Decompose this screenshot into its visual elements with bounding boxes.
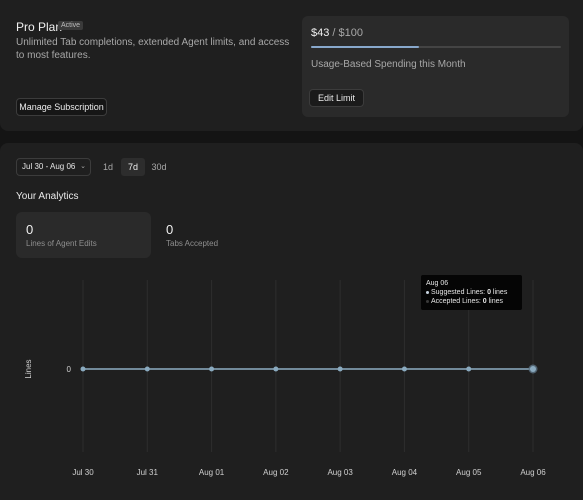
x-tick-label: Aug 04: [392, 468, 418, 477]
tab-1d[interactable]: 1d: [102, 162, 113, 172]
spending-current: $43: [311, 27, 330, 39]
data-point: [401, 366, 407, 372]
x-tick-label: Aug 02: [263, 468, 289, 477]
tooltip-label: Suggested Lines:: [431, 289, 486, 296]
tab-30d[interactable]: 30d: [151, 162, 167, 172]
data-point: [80, 366, 86, 372]
plan-card: Pro Plan Active Unlimited Tab completion…: [0, 0, 583, 131]
date-range-value: Jul 30 - Aug 06: [22, 162, 76, 171]
tooltip-label: Accepted Lines:: [431, 298, 481, 305]
data-point: [337, 366, 343, 372]
spending-progress-fill: [311, 46, 419, 48]
data-point: [530, 366, 536, 372]
y-axis-label: Lines: [24, 359, 33, 378]
data-point: [466, 366, 472, 372]
stat-value: 0: [166, 222, 174, 237]
spending-label: Usage-Based Spending this Month: [311, 59, 466, 70]
plan-description: Unlimited Tab completions, extended Agen…: [16, 37, 290, 61]
tooltip-value: 0: [482, 298, 487, 305]
x-tick-label: Aug 03: [327, 468, 353, 477]
series-dot-icon: [426, 290, 429, 294]
y-tick-label: 0: [67, 365, 72, 374]
spending-progress-bar: [311, 46, 561, 48]
x-tick-label: Jul 31: [137, 468, 159, 477]
spending-card: $43 / $100 Usage-Based Spending this Mon…: [302, 16, 569, 117]
tooltip-unit: lines: [488, 298, 504, 305]
data-point: [144, 366, 150, 372]
tooltip-value: 0: [487, 289, 491, 296]
plan-title: Pro Plan: [16, 20, 63, 34]
spending-separator: /: [329, 27, 339, 39]
tab-7d[interactable]: 7d: [121, 158, 145, 176]
chevron-down-icon: ⌄: [80, 163, 86, 170]
x-tick-label: Aug 05: [456, 468, 482, 477]
x-tick-label: Jul 30: [72, 468, 94, 477]
x-tick-label: Aug 01: [199, 468, 225, 477]
tooltip-unit: lines: [492, 289, 508, 296]
data-point: [273, 366, 279, 372]
stat-tabs-accepted[interactable]: 0 Tabs Accepted: [156, 212, 291, 258]
usage-line-chart: Lines 0 Jul 30 Jul 31 Aug 01 Aug 02 Aug 03 Aug …: [24, 280, 546, 477]
spending-amount: $43 / $100: [311, 27, 363, 39]
stat-agent-edits[interactable]: 0 Lines of Agent Edits: [16, 212, 151, 258]
tooltip-date: Aug 06: [426, 280, 449, 287]
x-tick-label: Aug 06: [520, 468, 546, 477]
chart-tooltip: Aug 06 Suggested Lines: 0 lines Accepted…: [421, 275, 522, 310]
data-point: [209, 366, 215, 372]
spending-limit: $100: [338, 27, 364, 39]
analytics-card: [0, 143, 583, 500]
series-dot-icon: [426, 299, 429, 303]
tooltip-row-suggested: Suggested Lines: 0 lines: [426, 288, 517, 297]
date-range-select[interactable]: Jul 30 - Aug 06 ⌄: [16, 158, 91, 176]
tooltip-row-accepted: Accepted Lines: 0 lines: [426, 297, 517, 306]
status-badge: Active: [58, 21, 84, 30]
stat-label: Lines of Agent Edits: [26, 239, 97, 248]
stat-label: Tabs Accepted: [166, 239, 219, 248]
manage-subscription-button[interactable]: Manage Subscription: [16, 98, 107, 116]
stat-value: 0: [26, 222, 34, 237]
analytics-title: Your Analytics: [16, 191, 79, 202]
edit-limit-button[interactable]: Edit Limit: [309, 89, 364, 107]
